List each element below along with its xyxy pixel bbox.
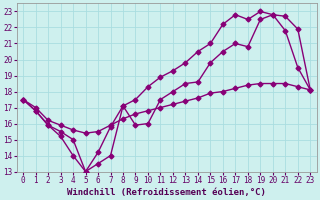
X-axis label: Windchill (Refroidissement éolien,°C): Windchill (Refroidissement éolien,°C) — [67, 188, 266, 197]
